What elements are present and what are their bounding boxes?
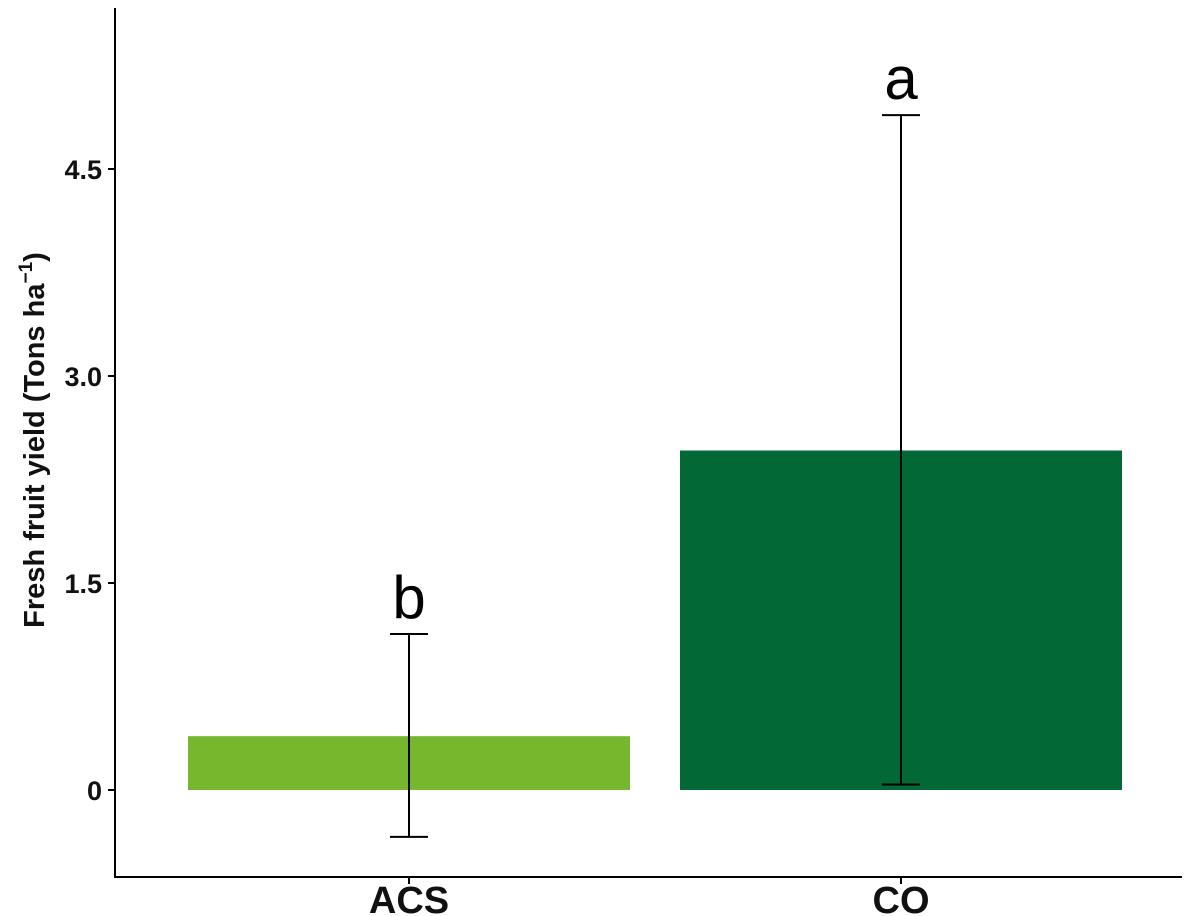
x-ticks-group: ACS CO xyxy=(369,877,930,916)
y-ticks-group: 0 1.5 3.0 4.5 xyxy=(64,155,115,806)
y-axis-label: Fresh fruit yield (Tons ha−1) xyxy=(16,252,51,628)
x-tick-label-acs: ACS xyxy=(369,880,449,916)
y-tick-label: 1.5 xyxy=(64,569,102,599)
y-axis-label-main: Fresh fruit yield (Tons ha xyxy=(19,283,51,628)
error-bar-co xyxy=(882,114,920,786)
y-axis-label-close: ) xyxy=(19,252,51,262)
error-bars-group xyxy=(390,114,920,838)
x-tick-label-co: CO xyxy=(873,880,930,916)
y-tick-label: 3.0 xyxy=(64,362,102,392)
significance-label-co: a xyxy=(884,45,918,112)
significance-label-acs: b xyxy=(392,564,425,631)
error-bar-acs xyxy=(390,633,428,838)
significance-labels-group: ba xyxy=(392,45,918,631)
y-tick-label: 0 xyxy=(87,776,102,806)
y-axis-label-superscript: −1 xyxy=(16,261,37,283)
y-tick-label: 4.5 xyxy=(64,155,102,185)
bars-group xyxy=(188,450,1122,790)
